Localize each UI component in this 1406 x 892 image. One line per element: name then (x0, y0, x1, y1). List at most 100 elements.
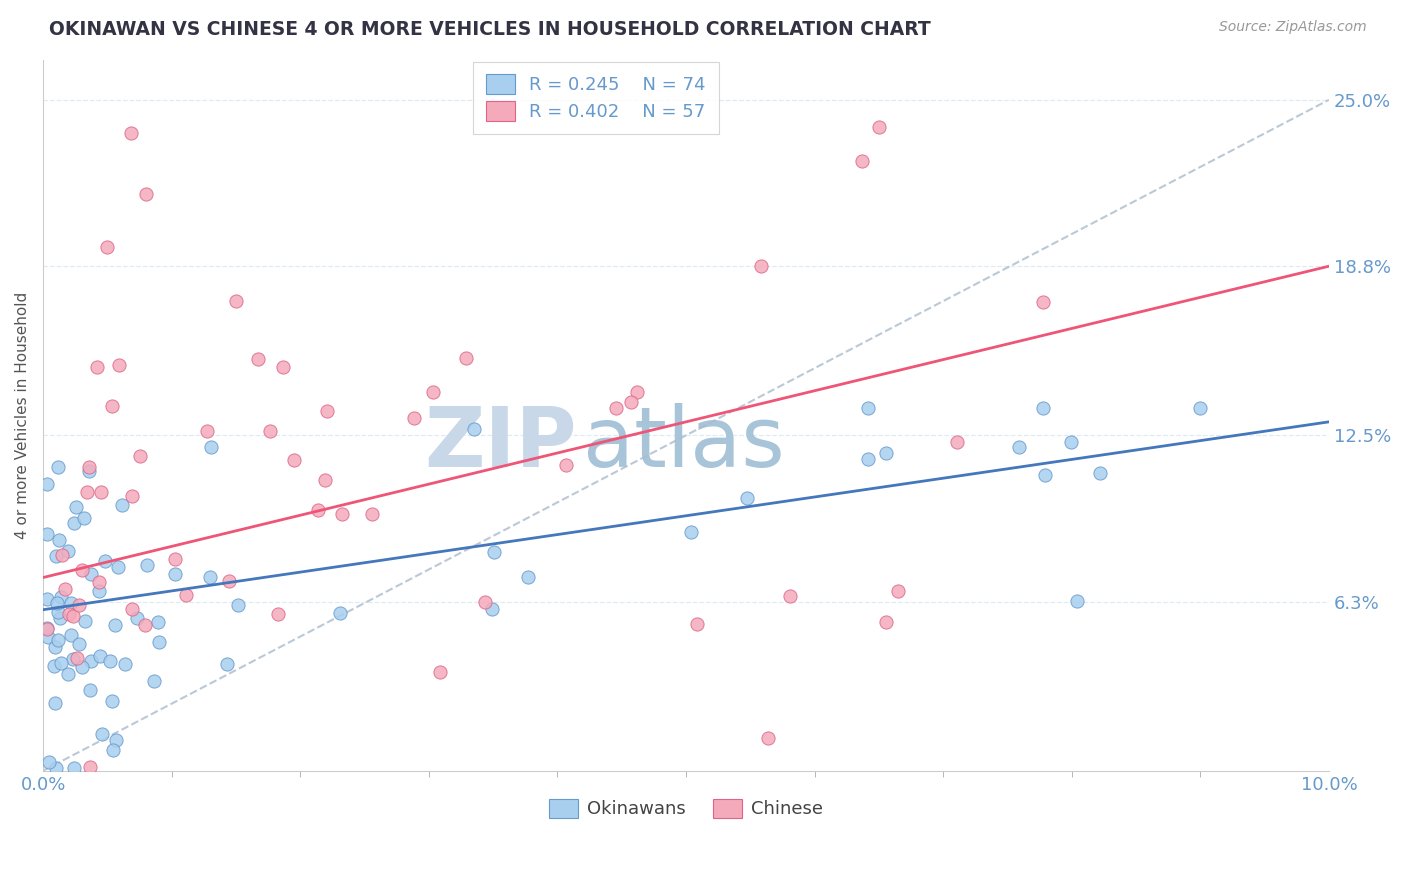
Point (49, 656, 72, 670)
Point (62, 609, 84, 624)
Point (77, 464, 100, 478)
Point (62, 652, 84, 666)
Point (121, 602, 143, 616)
Point (329, 607, 352, 621)
Point (76, 484, 98, 499)
Point (104, 618, 127, 632)
Point (58, 607, 80, 621)
Point (307, 503, 329, 517)
Point (73, 614, 96, 628)
Point (685, 616, 707, 631)
Point (554, 458, 576, 472)
Point (90, 485, 112, 500)
Point (79, 682, 101, 697)
Point (200, 440, 222, 454)
Point (111, 499, 134, 513)
Point (35, 477, 58, 491)
Point (456, 351, 478, 365)
Point (429, 665, 451, 679)
Point (89, 649, 111, 664)
Point (79, 760, 101, 774)
Point (283, 452, 305, 467)
Point (42, 658, 65, 673)
Point (89, 574, 111, 589)
Point (72, 563, 94, 577)
Point (163, 552, 186, 566)
Point (51, 548, 73, 562)
Point (945, 435, 967, 450)
Point (46, 596, 69, 610)
Point (98, 654, 121, 668)
Point (174, 588, 197, 602)
Point (267, 607, 290, 622)
Point (129, 450, 152, 464)
Point (875, 446, 897, 460)
Text: ZIP: ZIP (425, 403, 576, 484)
Text: atlas: atlas (583, 403, 785, 484)
Point (402, 410, 425, 425)
Point (86, 359, 108, 374)
Point (868, 120, 890, 134)
Point (330, 507, 353, 521)
Point (626, 384, 648, 399)
Point (247, 351, 270, 366)
Y-axis label: 4 or more Vehicles in Household: 4 or more Vehicles in Household (15, 292, 30, 539)
Point (125, 610, 148, 624)
Point (218, 574, 240, 589)
Point (315, 404, 337, 418)
Point (361, 507, 384, 521)
Point (887, 584, 910, 599)
Point (45, 549, 67, 563)
Point (856, 401, 879, 416)
Point (198, 570, 221, 584)
Point (38, 755, 60, 769)
Point (135, 186, 157, 201)
Point (481, 602, 503, 616)
Point (226, 598, 249, 612)
Point (35, 621, 58, 635)
Point (89, 584, 111, 599)
Point (1060, 435, 1083, 450)
Point (259, 424, 281, 438)
Point (474, 595, 496, 609)
Point (96, 240, 118, 254)
Point (62, 516, 84, 531)
Point (751, 259, 773, 273)
Point (53, 582, 76, 596)
Text: Source: ZipAtlas.com: Source: ZipAtlas.com (1219, 20, 1367, 34)
Point (100, 694, 122, 708)
Point (67, 637, 90, 651)
Point (215, 657, 238, 671)
Point (79, 567, 101, 582)
Point (681, 524, 703, 539)
Point (107, 560, 129, 574)
Point (482, 545, 505, 559)
Point (1032, 401, 1054, 416)
Point (49, 591, 72, 605)
Point (90, 727, 112, 741)
Point (851, 154, 873, 169)
Point (35, 526, 58, 541)
Point (422, 384, 444, 399)
Point (605, 401, 627, 415)
Point (517, 570, 540, 584)
Point (142, 674, 165, 689)
Point (620, 395, 643, 409)
Point (48, 632, 70, 647)
Point (100, 399, 122, 413)
Point (114, 657, 136, 671)
Point (63, 761, 86, 775)
Point (1066, 594, 1088, 608)
Point (60, 596, 83, 610)
Point (779, 589, 801, 603)
Legend: Okinawans, Chinese: Okinawans, Chinese (541, 791, 830, 826)
Point (44, 640, 66, 655)
Point (875, 615, 897, 629)
Point (67, 598, 90, 612)
Point (1033, 468, 1056, 483)
Point (134, 618, 156, 632)
Point (101, 743, 124, 757)
Text: OKINAWAN VS CHINESE 4 OR MORE VEHICLES IN HOUSEHOLD CORRELATION CHART: OKINAWAN VS CHINESE 4 OR MORE VEHICLES I… (49, 20, 931, 38)
Point (46, 459, 69, 474)
Point (1008, 440, 1031, 454)
